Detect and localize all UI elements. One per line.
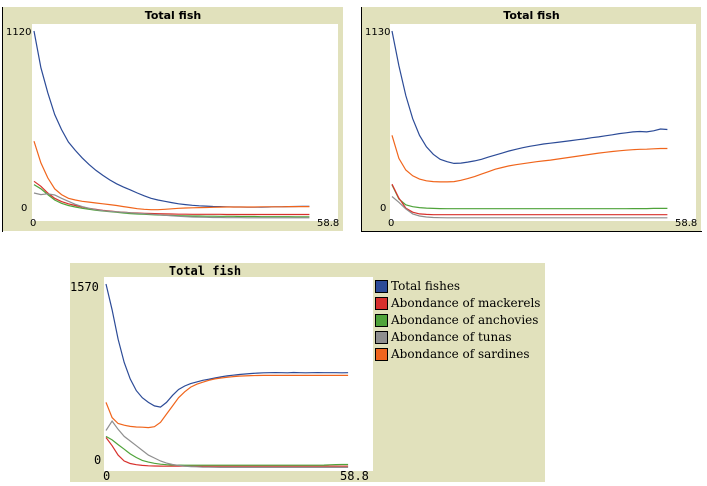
- panel-2-bottom-edge: [361, 231, 702, 232]
- series-line-tunas: [391, 196, 668, 219]
- legend-label: Abondance of sardines: [391, 347, 530, 361]
- series-line-mackerels: [105, 437, 349, 467]
- series-line-sardines: [33, 141, 310, 211]
- series-line-total: [33, 30, 310, 208]
- chart-title: Total fish: [503, 9, 560, 22]
- series-line-sardines: [105, 374, 349, 429]
- chart-title: Total fish: [168, 264, 242, 278]
- series-line-tunas: [33, 192, 310, 219]
- x-tick-min: 0: [30, 218, 37, 229]
- plot-lines: [33, 30, 310, 219]
- series-line-mackerels: [33, 180, 310, 216]
- y-tick-min: 0: [380, 203, 387, 214]
- y-tick-min: 0: [21, 203, 28, 214]
- legend-swatch: [375, 280, 388, 293]
- plot-lines: [391, 30, 668, 219]
- y-tick-max: 1570: [70, 280, 99, 294]
- series-line-anchovies: [391, 184, 668, 210]
- x-tick-max: 58.8: [317, 218, 340, 229]
- chart-panel-1: Total fish 1120 0 0 58.8: [3, 7, 343, 231]
- y-tick-max: 1130: [365, 27, 391, 38]
- plot-area: [390, 24, 696, 221]
- legend-swatch: [375, 348, 388, 361]
- legend-swatch: [375, 331, 388, 344]
- panel-2-left-edge: [361, 7, 362, 232]
- x-tick-max: 58.8: [340, 469, 369, 483]
- plot-area: [32, 24, 338, 221]
- y-tick-min: 0: [94, 453, 102, 467]
- series-line-total: [105, 283, 349, 408]
- series-line-tunas: [105, 420, 349, 468]
- chart-panel-3: Total fish 1570 0 0 58.8 Total fishes Ab…: [70, 263, 545, 483]
- plot-lines: [105, 283, 349, 468]
- panel-1-left-edge: [2, 7, 3, 232]
- chart-title: Total fish: [144, 9, 202, 22]
- series-line-total: [391, 30, 668, 165]
- series-line-anchovies: [33, 184, 310, 218]
- legend-label: Total fishes: [391, 279, 461, 293]
- legend-swatch: [375, 314, 388, 327]
- x-tick-min: 0: [388, 218, 395, 229]
- chart-panel-2: Total fish 1130 0 0 58.8: [362, 7, 701, 231]
- legend-label: Abondance of tunas: [391, 330, 512, 344]
- legend-label: Abondance of anchovies: [391, 313, 539, 327]
- series-line-anchovies: [105, 435, 349, 466]
- legend-label: Abondance of mackerels: [391, 296, 541, 310]
- series-line-sardines: [391, 135, 668, 183]
- x-tick-min: 0: [103, 469, 111, 483]
- x-tick-max: 58.8: [675, 218, 698, 229]
- y-tick-max: 1120: [6, 27, 32, 38]
- legend-swatch: [375, 297, 388, 310]
- series-line-mackerels: [391, 183, 668, 216]
